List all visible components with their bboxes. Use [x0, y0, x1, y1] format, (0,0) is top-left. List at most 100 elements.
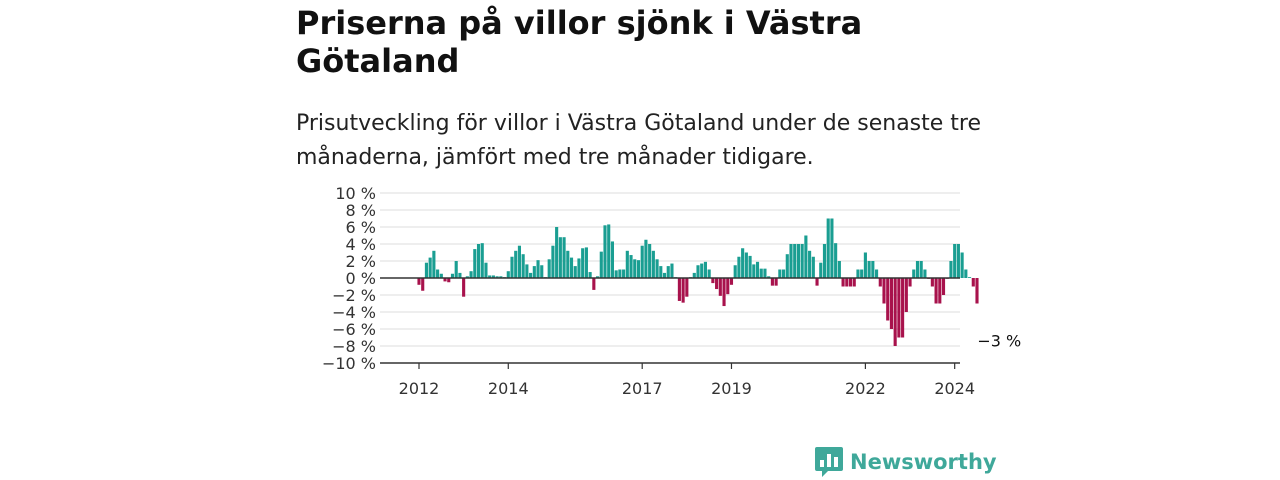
bar [495, 276, 499, 278]
bar [473, 249, 477, 278]
bar [588, 272, 592, 278]
bar [737, 256, 741, 278]
bar [785, 254, 789, 278]
bar [636, 260, 641, 278]
bar [469, 271, 473, 278]
bar [648, 244, 652, 278]
y-tick-label: 6 % [346, 218, 376, 237]
bar [759, 268, 763, 278]
chart-subtitle: Prisutveckling för villor i Västra Götal… [296, 111, 982, 170]
y-tick-label: 2 % [346, 252, 376, 271]
bar [525, 264, 529, 278]
bar [566, 250, 570, 278]
bar [878, 278, 882, 287]
brand-name: Newsworthy [850, 450, 997, 474]
x-tick-label: 2012 [399, 379, 440, 398]
y-tick-label: −10 % [322, 354, 376, 373]
bar [837, 261, 841, 278]
bar [499, 276, 503, 278]
bar [901, 278, 905, 338]
tick-labels: 10 %8 %6 %4 %2 %0 %−2 %−4 %−6 %−8 %−10 %… [322, 184, 1021, 398]
bar [424, 262, 429, 278]
bar [953, 244, 957, 278]
bar [614, 270, 618, 278]
bar [476, 244, 481, 278]
bar [603, 225, 607, 278]
bar [755, 261, 760, 278]
bar [610, 241, 615, 278]
bar [685, 278, 689, 297]
bar [778, 269, 782, 278]
bar [938, 278, 942, 304]
bar [834, 243, 838, 278]
chart-title: Priserna på villor sjönk i Västra Götala… [296, 4, 863, 80]
bar [897, 278, 901, 338]
bar [573, 266, 577, 278]
bar [488, 275, 492, 278]
bar [793, 244, 797, 278]
bar [960, 252, 964, 278]
bar [934, 278, 938, 304]
bar [941, 278, 946, 295]
bar [677, 278, 681, 301]
bar [491, 275, 495, 278]
x-tick-label: 2017 [622, 379, 663, 398]
bar [618, 269, 622, 278]
bar [450, 273, 455, 278]
y-tick-label: 8 % [346, 201, 376, 220]
bar [763, 268, 767, 278]
bar [547, 259, 551, 278]
y-tick-label: 0 % [346, 269, 376, 288]
bar [581, 248, 585, 278]
bar [912, 269, 916, 278]
bar [889, 278, 894, 329]
bar [633, 259, 637, 278]
x-tick-label: 2022 [845, 379, 886, 398]
bar-series [417, 218, 979, 346]
bar [421, 278, 425, 291]
bar [767, 276, 771, 278]
bar [670, 263, 674, 278]
bar [622, 269, 626, 278]
bar [741, 248, 745, 278]
bar [584, 247, 588, 278]
bar [729, 278, 734, 285]
bar [930, 278, 934, 287]
bar [975, 278, 979, 304]
bar [796, 244, 801, 278]
bar [629, 255, 633, 278]
bar [659, 266, 663, 278]
bar [919, 261, 923, 278]
bar [808, 250, 812, 278]
bar [815, 278, 819, 286]
bar [852, 278, 856, 287]
y-tick-label: −4 % [332, 303, 376, 322]
bar [956, 244, 960, 278]
bar [681, 278, 685, 303]
bar [439, 273, 443, 278]
bar [465, 276, 469, 278]
bar [521, 254, 525, 278]
bar [607, 224, 611, 278]
bar [800, 244, 804, 278]
bar [856, 269, 860, 278]
bar [770, 278, 774, 286]
bar [692, 272, 696, 278]
bar [871, 261, 875, 278]
newsworthy-logo-icon [815, 447, 843, 477]
bar [860, 269, 864, 278]
grid-lines [380, 192, 960, 347]
bar [484, 262, 488, 278]
bar [569, 257, 574, 278]
last-value-annotation: −3 % [977, 332, 1021, 351]
bar [804, 235, 808, 278]
bar [551, 245, 555, 278]
bar [428, 257, 432, 278]
bar [447, 278, 451, 283]
bar [703, 261, 708, 278]
bar [514, 250, 518, 278]
bar [781, 269, 786, 278]
bar [558, 237, 562, 278]
bar [967, 277, 972, 278]
